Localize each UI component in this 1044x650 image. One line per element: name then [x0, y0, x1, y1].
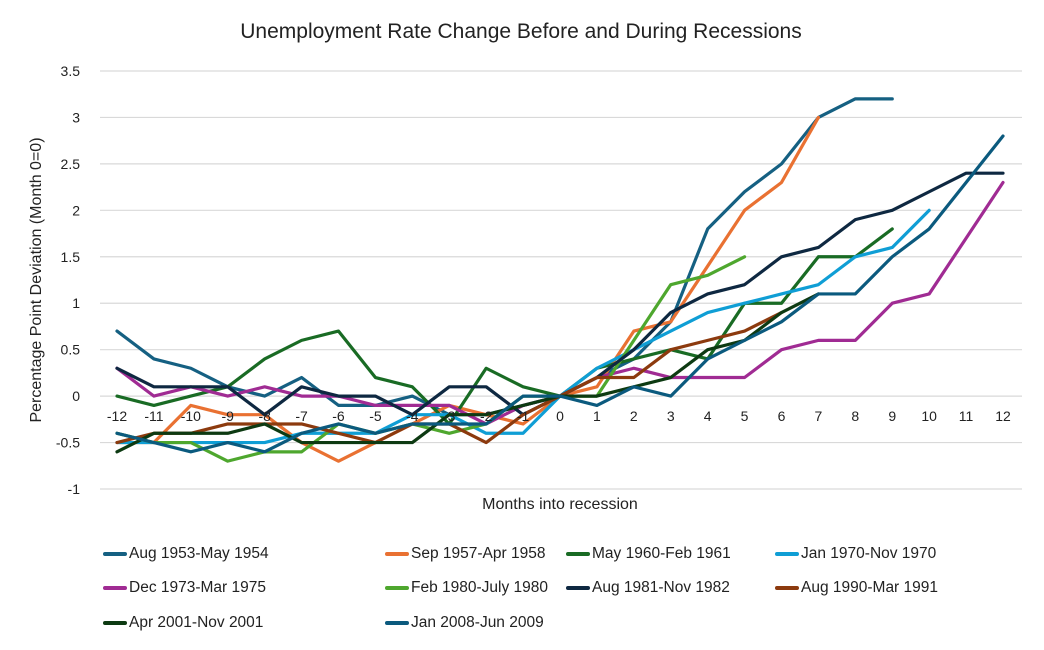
- legend-swatch: [103, 552, 127, 556]
- legend-swatch: [385, 586, 409, 590]
- x-tick-label: -9: [222, 408, 235, 424]
- x-tick-label: -11: [144, 408, 163, 424]
- y-tick-label: -1: [68, 481, 81, 497]
- series-line: [115, 208, 931, 445]
- legend-item: Apr 2001-Nov 2001: [103, 614, 263, 632]
- y-tick-label: 1: [72, 295, 80, 311]
- y-tick-label: -0.5: [56, 435, 80, 451]
- x-tick-label: 4: [704, 408, 712, 424]
- x-tick-label: 10: [921, 408, 937, 424]
- x-tick-label: -12: [107, 408, 127, 424]
- x-tick-label: 8: [851, 408, 859, 424]
- x-tick-label: 5: [741, 408, 749, 424]
- legend-label: Aug 1990-Mar 1991: [801, 579, 939, 596]
- x-tick-label: -5: [369, 408, 382, 424]
- x-tick-label: -6: [332, 408, 345, 424]
- x-tick-label: 7: [815, 408, 823, 424]
- legend-label: Aug 1953-May 1954: [129, 545, 269, 562]
- series-lines: [115, 97, 1005, 463]
- legend-swatch: [775, 552, 799, 556]
- y-tick-label: 1.5: [61, 249, 81, 265]
- legend-swatch: [103, 621, 127, 625]
- legend-swatch: [775, 586, 799, 590]
- series-line: [115, 134, 1005, 454]
- legend-item: Jan 2008-Jun 2009: [385, 614, 544, 632]
- legend-item: Aug 1990-Mar 1991: [775, 579, 938, 597]
- x-tick-label: -10: [181, 408, 201, 424]
- y-tick-label: 3.5: [61, 63, 81, 79]
- legend-label: Feb 1980-July 1980: [411, 579, 549, 596]
- x-tick-label: 6: [778, 408, 786, 424]
- y-tick-label: 0: [72, 388, 80, 404]
- legend-swatch: [103, 586, 127, 590]
- x-tick-label: 12: [995, 408, 1011, 424]
- y-tick-label: 2: [72, 202, 80, 218]
- legend-swatch: [566, 552, 590, 556]
- x-axis-title: Months into recession: [482, 496, 638, 513]
- legend-item: Aug 1981-Nov 1982: [566, 579, 730, 597]
- x-tick-label: -1: [517, 408, 530, 424]
- y-axis-title: Percentage Point Deviation (Month 0=0): [28, 137, 45, 422]
- x-tick-label: 11: [959, 408, 974, 424]
- x-tick-label: 9: [888, 408, 896, 424]
- y-tick-label: 3: [72, 109, 80, 125]
- legend-label: Apr 2001-Nov 2001: [129, 614, 264, 631]
- x-tick-label: -7: [295, 408, 308, 424]
- legend-item: Sep 1957-Apr 1958: [385, 545, 545, 563]
- x-axis-ticks: -12 -11 -10 -9 -8 -7 -6 -5 -4 -3 -2 -1 0 1 2 3 4 5 6 7 8 9 10 1…: [107, 408, 1011, 424]
- legend-swatch: [385, 552, 409, 556]
- y-axis-ticks: -1 -0.5 0 0.5 1 1.5 2 2.5 3 3.5: [56, 63, 80, 497]
- legend-item: Aug 1953-May 1954: [103, 545, 269, 563]
- x-tick-label: -4: [406, 408, 419, 424]
- legend-label: Dec 1973-Mar 1975: [129, 579, 266, 596]
- legend-item: Dec 1973-Mar 1975: [103, 579, 266, 597]
- legend-label: Jan 1970-Nov 1970: [801, 545, 937, 562]
- legend-label: Sep 1957-Apr 1958: [411, 545, 546, 562]
- series-line: [115, 227, 894, 426]
- legend-swatch: [566, 586, 590, 590]
- series-line: [115, 292, 821, 454]
- x-tick-label: 2: [630, 408, 638, 424]
- legend-item: Feb 1980-July 1980: [385, 579, 548, 597]
- legend-item: May 1960-Feb 1961: [566, 545, 731, 563]
- gridlines: [100, 70, 1022, 490]
- x-tick-label: 3: [667, 408, 675, 424]
- y-tick-label: 0.5: [61, 342, 81, 358]
- legend-swatch: [385, 621, 409, 625]
- x-tick-label: 0: [556, 408, 564, 424]
- x-tick-label: -8: [258, 408, 271, 424]
- x-tick-label: -2: [480, 408, 493, 424]
- x-tick-label: 1: [593, 408, 601, 424]
- chart-title: Unemployment Rate Change Before and Duri…: [240, 20, 801, 43]
- legend-label: May 1960-Feb 1961: [592, 545, 731, 562]
- legend-label: Aug 1981-Nov 1982: [592, 579, 730, 596]
- series-line: [115, 171, 1005, 417]
- legend-item: Jan 1970-Nov 1970: [775, 545, 936, 563]
- x-tick-label: -3: [443, 408, 456, 424]
- y-tick-label: 2.5: [61, 156, 81, 172]
- legend-label: Jan 2008-Jun 2009: [411, 614, 544, 631]
